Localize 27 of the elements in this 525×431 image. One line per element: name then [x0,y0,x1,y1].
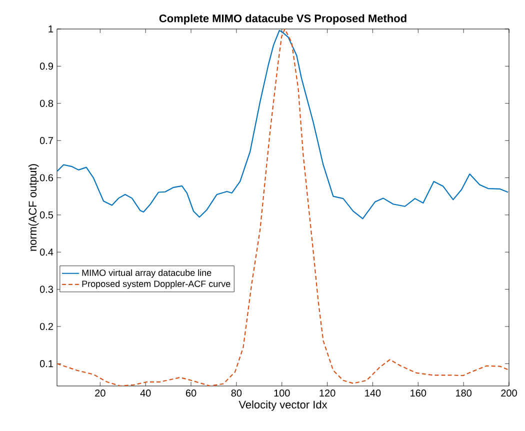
x-tick-label: 20 [95,390,106,397]
legend-label: MIMO virtual array datacube line [82,269,212,278]
legend-label: Proposed system Doppler-ACF curve [82,280,230,289]
y-tick-label: 0.2 [40,322,53,330]
x-tick-label: 120 [320,390,336,397]
line-series [57,29,509,386]
x-tick-label: 60 [186,390,196,397]
y-tick-label: 0.1 [40,360,53,368]
y-tick-label: 0.7 [40,137,53,144]
line-series [57,30,509,220]
x-tick-label: 40 [140,390,151,397]
y-tick-label: 0.3 [40,286,54,293]
x-tick-label: 100 [274,390,290,397]
chart-title: Complete MIMO datacube VS Proposed Method [159,14,406,24]
x-tick-label: 200 [501,390,517,397]
y-tick-label: 0.8 [40,100,54,107]
x-axis-title: Velocity vector Idx [238,400,328,411]
x-tick-label: 160 [410,390,426,397]
y-axis-title: norm(ACF output) [28,164,39,251]
y-tick-label: 0.4 [40,248,54,256]
x-tick-label: 180 [456,390,472,397]
x-tick-label: 80 [231,390,242,397]
y-tick-label: 0.9 [40,62,54,70]
y-tick-label: 0.6 [40,174,54,182]
y-tick-label: 0.5 [40,211,54,218]
y-tick-label: 1 [48,26,53,32]
x-tick-label: 140 [365,390,381,397]
